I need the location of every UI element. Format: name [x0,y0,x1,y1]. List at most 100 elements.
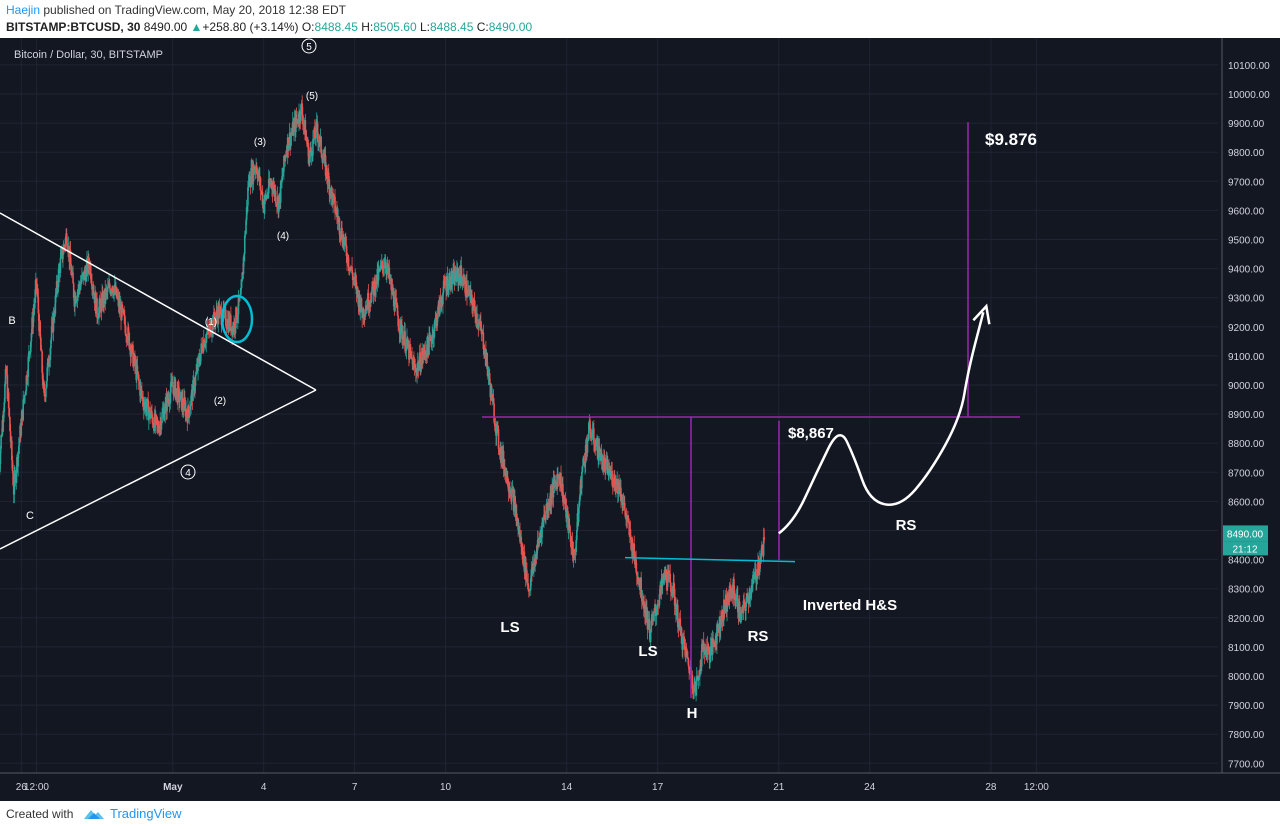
candle-body [120,304,123,321]
candle-body [295,115,297,133]
candle-body [493,422,496,427]
candle-body [273,185,276,196]
candle-body [587,422,590,440]
chart-area[interactable]: 5 (5) (3) (4) (1) (2) 4 B C LS LS H RS RS Inverted H&S… [0,38,1280,801]
candle-body [253,166,256,173]
candle-body [408,344,411,360]
candle-body [301,103,304,115]
candle-body [314,128,316,138]
candle-body [726,592,729,608]
price-tick-label: 7900.00 [1228,701,1265,712]
candle-body [456,267,459,271]
price-axis[interactable]: 7700.00 7800.00 7900.00 8000.00 8100.00 8200.… [1221,38,1280,801]
candle-body [360,298,363,311]
candle-body [279,181,282,203]
candle-body [122,309,125,315]
candle-body [151,416,154,425]
candle-body [514,502,517,518]
candle-body [433,331,435,339]
candle-body [300,104,302,121]
candle-body [5,369,8,375]
candle-body [364,310,367,317]
candle-body [756,575,759,580]
candle-body [371,281,374,291]
tradingview-brand[interactable]: TradingView [110,806,182,821]
candle-body [84,269,86,274]
candle-body [610,471,612,477]
candle-body [18,440,21,447]
candle-body [437,306,439,319]
candle-body [683,643,686,647]
candle-body [714,646,716,648]
candle-body [336,209,338,216]
change-arrow: ▲ [190,20,203,34]
candle-body [267,193,269,196]
candle-body [137,373,139,375]
candle-body [398,327,401,334]
candle-body [354,276,357,281]
candle-body [320,136,322,154]
candle-body [458,273,461,278]
candle-body [179,392,182,400]
candle-body [740,613,742,619]
candle-body [650,620,653,633]
candle-body [597,457,600,459]
candle-body [613,474,616,486]
pattern-label: RS [896,517,917,534]
candle-body [36,284,38,292]
candle-body [234,328,237,330]
candle-body [326,165,328,178]
candle-body [623,502,626,511]
candle-body [763,537,766,540]
candle-body [48,363,50,367]
candle-body [498,448,500,453]
candle-body [334,196,336,213]
candle-body [513,497,516,512]
candle-body [78,284,81,287]
candle-body [403,339,405,346]
candle-body [482,332,485,350]
candle-body [436,318,439,326]
candle-body [149,415,152,419]
publish-info: published on TradingView.com, May 20, 20… [40,3,346,17]
price-chart[interactable]: 5 (5) (3) (4) (1) (2) 4 B C LS LS H RS RS Inverted H&S… [0,38,1280,801]
candle-body [30,332,33,342]
candle-body [290,135,292,147]
candle-body [671,592,673,597]
candle-body [612,485,615,487]
candle-body [41,372,44,386]
candle-body [148,412,150,421]
candle-body [673,589,676,606]
candle-body [497,429,500,449]
price-tick-label: 8300.00 [1228,585,1265,596]
candle-body [345,244,348,257]
candle-body [671,594,674,597]
candle-body [223,309,226,313]
candle-body [596,438,599,459]
candle-body [106,286,109,292]
wave-label: 4 [185,468,191,479]
candle-body [204,344,206,347]
candle-body [563,497,565,501]
wave-label: (4) [277,231,289,242]
candle-body [611,470,613,486]
candle-body [138,381,141,385]
candle-body [663,569,666,581]
candle-body [0,435,3,437]
candle-body [170,381,172,393]
price-tick-label: 8800.00 [1228,439,1265,450]
chart-footer: Created with TradingView [0,801,1280,829]
price-tick-label: 9600.00 [1228,206,1265,217]
candle-body [560,472,562,492]
author-link[interactable]: Haejin [6,3,41,17]
candle-body [110,290,112,294]
candle-body [283,155,285,172]
countdown-value: 21:12 [1232,544,1257,555]
candle-body [426,337,428,358]
candle-body [411,357,413,360]
pattern-label: LS [638,643,657,660]
candle-body [0,435,2,449]
candle-body [370,302,372,304]
candle-body [107,286,110,288]
